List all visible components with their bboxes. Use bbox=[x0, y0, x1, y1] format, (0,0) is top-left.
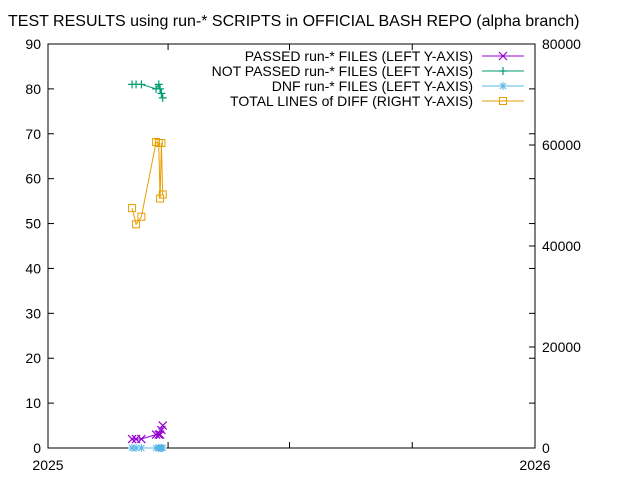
y-tick-label: 70 bbox=[25, 126, 41, 142]
series-4 bbox=[128, 137, 167, 229]
x-tick-label: 2025 bbox=[32, 457, 63, 473]
data-point bbox=[498, 51, 508, 61]
y-tick-label: 80 bbox=[25, 81, 41, 97]
data-point bbox=[499, 67, 507, 75]
x-tick-label: 2026 bbox=[519, 457, 550, 473]
legend: PASSED run-* FILES (LEFT Y-AXIS)NOT PASS… bbox=[212, 48, 524, 109]
data-point bbox=[132, 444, 141, 452]
data-point bbox=[157, 138, 166, 147]
data-point bbox=[158, 93, 167, 102]
y-tick-label: 20 bbox=[25, 350, 41, 366]
data-point bbox=[158, 444, 167, 452]
series-3 bbox=[128, 444, 167, 452]
series-line bbox=[132, 83, 164, 99]
data-point bbox=[132, 220, 141, 229]
y2-tick-label: 80000 bbox=[542, 36, 581, 52]
legend-label: DNF run-* FILES (LEFT Y-AXIS) bbox=[272, 78, 473, 94]
y-tick-label: 50 bbox=[25, 216, 41, 232]
data-point bbox=[136, 434, 146, 444]
data-point bbox=[154, 80, 163, 89]
data-point bbox=[128, 204, 137, 213]
series-1 bbox=[127, 421, 168, 444]
data-point bbox=[137, 444, 146, 452]
data-point bbox=[137, 80, 146, 89]
y-tick-label: 40 bbox=[25, 260, 41, 276]
data-point bbox=[128, 444, 137, 452]
y2-tick-label: 0 bbox=[542, 440, 550, 456]
data-point bbox=[499, 97, 507, 105]
y-tick-label: 10 bbox=[25, 395, 41, 411]
legend-label: TOTAL LINES of DIFF (RIGHT Y-AXIS) bbox=[230, 93, 473, 109]
legend-label: PASSED run-* FILES (LEFT Y-AXIS) bbox=[245, 48, 473, 64]
axes-ticks: 0 10 20 30 40 50 60 70 80 90 0 20000 40000 60000 80000… bbox=[25, 36, 581, 473]
y2-tick-label: 40000 bbox=[542, 238, 581, 254]
data-point bbox=[154, 430, 164, 439]
data-point bbox=[158, 190, 167, 199]
y2-tick-label: 20000 bbox=[542, 339, 581, 355]
y-tick-label: 60 bbox=[25, 171, 41, 187]
data-point bbox=[156, 84, 165, 93]
legend-label: NOT PASSED run-* FILES (LEFT Y-AXIS) bbox=[212, 63, 473, 79]
data-point bbox=[127, 434, 137, 444]
y-tick-label: 0 bbox=[33, 440, 41, 456]
data-point bbox=[499, 82, 507, 90]
series-line bbox=[131, 141, 164, 226]
series-2 bbox=[128, 80, 167, 102]
y-tick-label: 30 bbox=[25, 305, 41, 321]
data-point bbox=[156, 194, 165, 203]
data-point bbox=[137, 212, 146, 221]
y2-tick-label: 60000 bbox=[542, 137, 581, 153]
data-point bbox=[157, 89, 166, 98]
series-layer bbox=[127, 80, 168, 452]
data-point bbox=[152, 137, 161, 146]
chart-title: TEST RESULTS using run-* SCRIPTS in OFFI… bbox=[8, 13, 579, 30]
data-point bbox=[158, 421, 168, 430]
y-tick-label: 90 bbox=[25, 36, 41, 52]
